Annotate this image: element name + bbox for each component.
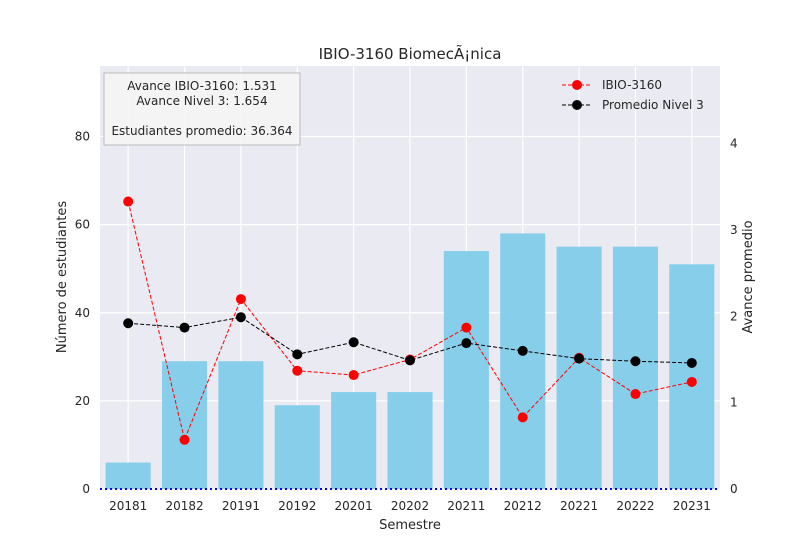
- series-point: [179, 322, 190, 333]
- y-tick-label: 40: [75, 306, 90, 320]
- bar: [331, 392, 377, 489]
- series-point: [461, 322, 472, 333]
- series-point: [517, 345, 528, 356]
- bar: [556, 246, 602, 489]
- bar: [274, 405, 320, 489]
- bar: [218, 361, 264, 489]
- y-tick-labels: 0 20 40 60 80: [75, 130, 90, 497]
- y2-tick-label: 4: [730, 137, 738, 151]
- x-tick-label: 20191: [222, 499, 260, 513]
- series-point: [348, 337, 359, 348]
- y-tick-label: 0: [82, 482, 90, 496]
- series-point: [461, 338, 472, 349]
- series-point: [348, 370, 359, 381]
- legend-marker: [572, 100, 582, 110]
- series-point: [179, 434, 190, 445]
- x-tick-label: 20221: [560, 499, 598, 513]
- bar: [105, 462, 151, 489]
- x-tick-label: 20212: [504, 499, 542, 513]
- annotation-line: Avance IBIO-3160: 1.531: [127, 79, 277, 93]
- y2-tick-label: 2: [730, 309, 738, 323]
- bar: [387, 392, 433, 489]
- y-tick-label: 20: [75, 394, 90, 408]
- y2-tick-labels: 0 1 2 3 4: [730, 137, 738, 496]
- series-point: [630, 356, 641, 367]
- x-tick-labels: 20181 20182 20191 20192 20201 20202 20211 20212…: [109, 499, 711, 513]
- chart-title: IBIO-3160 BiomecÃ¡nica: [319, 44, 502, 63]
- x-tick-label: 20202: [391, 499, 429, 513]
- series-point: [123, 318, 134, 329]
- y-tick-label: 60: [75, 218, 90, 232]
- bar: [162, 361, 208, 489]
- series-line: [128, 316, 692, 364]
- legend-label: IBIO-3160: [602, 78, 662, 92]
- annotation-frame: [103, 72, 301, 146]
- series-point: [292, 349, 303, 360]
- annotation-line: Estudiantes promedio: 36.364: [111, 124, 292, 138]
- bar: [500, 233, 546, 489]
- bar: [612, 246, 658, 489]
- x-tick-label: 20182: [165, 499, 203, 513]
- y2-tick-label: 3: [730, 223, 738, 237]
- x-tick-label: 20231: [673, 499, 711, 513]
- series-point: [686, 357, 697, 368]
- legend-marker: [572, 80, 582, 90]
- series-point: [574, 353, 585, 364]
- line-series: [123, 196, 697, 445]
- y2-tick-label: 0: [730, 482, 738, 496]
- series-point: [235, 312, 246, 323]
- bar: [443, 251, 489, 489]
- series-point: [405, 355, 415, 366]
- annotation-line: Avance Nivel 3: 1.654: [136, 94, 267, 108]
- series-point: [517, 412, 528, 423]
- y2-axis-title: Avance promedio: [741, 220, 756, 333]
- series-point: [630, 389, 641, 400]
- x-tick-label: 20222: [616, 499, 654, 513]
- x-tick-label: 20211: [447, 499, 485, 513]
- series-point: [235, 294, 246, 305]
- series-point: [686, 376, 697, 387]
- bar-series: [105, 233, 715, 489]
- y-tick-label: 80: [75, 130, 90, 144]
- x-axis-title: Semestre: [379, 518, 441, 533]
- legend-label: Promedio Nivel 3: [602, 98, 704, 112]
- x-tick-label: 20192: [278, 499, 316, 513]
- y-axis-title: Número de estudiantes: [55, 201, 70, 353]
- bar: [669, 264, 715, 489]
- x-tick-label: 20181: [109, 499, 147, 513]
- series-point: [123, 196, 134, 207]
- x-tick-label: 20201: [335, 499, 373, 513]
- legend: IBIO-3160 Promedio Nivel 3: [562, 78, 704, 112]
- series-point: [292, 365, 303, 376]
- y2-tick-label: 1: [730, 396, 738, 410]
